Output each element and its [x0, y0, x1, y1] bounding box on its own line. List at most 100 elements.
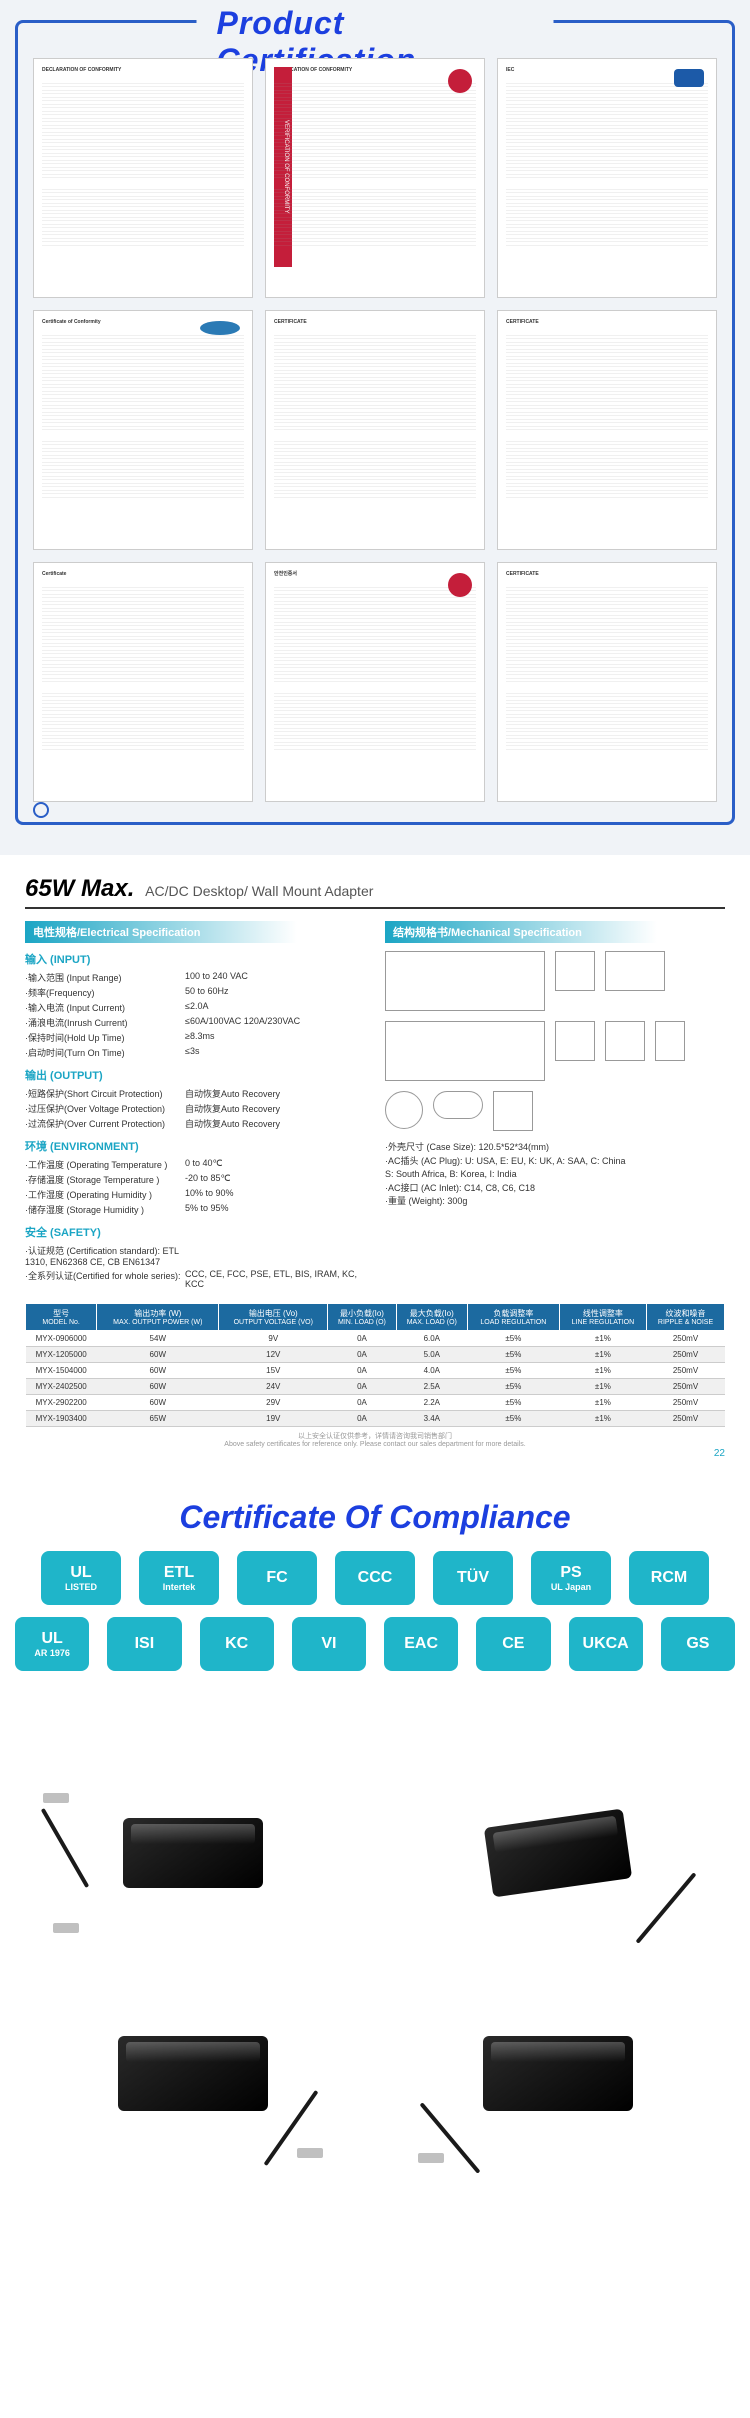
plug-diagram-1 [655, 1021, 685, 1061]
spec-group-title: 输出 (OUTPUT) [25, 1067, 365, 1083]
table-cell: 2.2A [396, 1395, 467, 1411]
table-cell: ±1% [559, 1363, 646, 1379]
table-cell: MYX-2902200 [26, 1395, 97, 1411]
inlet-diagram-3 [605, 1021, 645, 1061]
table-header: 型号MODEL No. [26, 1304, 97, 1331]
spec-row: ·短路保护(Short Circuit Protection)自动恢复Auto … [25, 1087, 365, 1100]
spec-title-sub: AC/DC Desktop/ Wall Mount Adapter [145, 883, 373, 899]
table-header: 输出功率 (W)MAX. OUTPUT POWER (W) [97, 1304, 219, 1331]
cert-doc: CERTIFICATE [497, 562, 717, 802]
table-row: MYX-190340065W19V0A3.4A±5%±1%250mV [26, 1411, 725, 1427]
spec-row: ·认证规范 (Certification standard): ETL 1310… [25, 1244, 365, 1267]
compliance-badge: VI [292, 1617, 366, 1671]
compliance-badge: ISI [107, 1617, 181, 1671]
spec-title-main: 65W Max. [25, 875, 134, 902]
table-cell: 0A [328, 1347, 396, 1363]
spec-col-left: 电性规格/Electrical Specification 输入 (INPUT)… [25, 921, 365, 1291]
table-row: MYX-290220060W29V0A2.2A±5%±1%250mV [26, 1395, 725, 1411]
cert-doc: Certificate of Conformity [33, 310, 253, 550]
table-cell: ±5% [467, 1395, 559, 1411]
spec-groups: 输入 (INPUT)·输入范围 (Input Range)100 to 240 … [25, 951, 365, 1289]
spec-row: ·频率(Frequency)50 to 60Hz [25, 986, 365, 999]
table-cell: ±1% [559, 1411, 646, 1427]
table-cell: 250mV [647, 1347, 725, 1363]
table-cell: ±5% [467, 1347, 559, 1363]
table-cell: 60W [97, 1363, 219, 1379]
table-cell: 250mV [647, 1411, 725, 1427]
table-cell: MYX-1205000 [26, 1347, 97, 1363]
table-cell: 250mV [647, 1363, 725, 1379]
table-cell: 0A [328, 1331, 396, 1347]
case-bottom-diagram [385, 1021, 545, 1081]
table-cell: 3.4A [396, 1411, 467, 1427]
table-cell: 60W [97, 1347, 219, 1363]
cert-doc: IEC [497, 58, 717, 298]
mech-heading: 结构规格书/Mechanical Specification [385, 921, 725, 943]
plug-diagram-4 [493, 1091, 533, 1131]
mech-list-item: ·重量 (Weight): 300g [385, 1195, 725, 1209]
cert-doc: CERTIFICATE [497, 310, 717, 550]
spec-table: 型号MODEL No.输出功率 (W)MAX. OUTPUT POWER (W)… [25, 1303, 725, 1427]
table-cell: ±5% [467, 1331, 559, 1347]
compliance-badge: ULAR 1976 [15, 1617, 89, 1671]
case-side-diagram [605, 951, 665, 991]
mech-list-item: ·AC接口 (AC Inlet): C14, C8, C6, C18 [385, 1182, 725, 1196]
badge-row-2: ULAR 1976ISIKCVIEACCEUKCAGS [15, 1617, 735, 1671]
table-cell: 54W [97, 1331, 219, 1347]
compliance-badge: FC [237, 1551, 317, 1605]
table-row: MYX-090600054W9V0A6.0A±5%±1%250mV [26, 1331, 725, 1347]
table-cell: ±5% [467, 1411, 559, 1427]
spec-row: ·涌浪电流(Inrush Current)≤60A/100VAC 120A/23… [25, 1016, 365, 1029]
table-cell: MYX-0906000 [26, 1331, 97, 1347]
table-cell: 15V [219, 1363, 328, 1379]
table-row: MYX-150400060W15V0A4.0A±5%±1%250mV [26, 1363, 725, 1379]
cert-doc: CERTIFICATE [265, 310, 485, 550]
spec-row: ·过流保护(Over Current Protection)自动恢复Auto R… [25, 1117, 365, 1130]
table-cell: 60W [97, 1395, 219, 1411]
table-cell: 65W [97, 1411, 219, 1427]
compliance-badge: UKCA [569, 1617, 643, 1671]
page-number: 22 [25, 1448, 725, 1459]
inlet-diagram-2 [555, 1021, 595, 1061]
compliance-badge: ETLIntertek [139, 1551, 219, 1605]
table-cell: 12V [219, 1347, 328, 1363]
spec-footer: 以上安全认证仅供参考，详情请咨询我司销售部门 Above safety cert… [25, 1431, 725, 1448]
mech-list-item: S: South Africa, B: Korea, I: India [385, 1168, 725, 1182]
spec-group-title: 安全 (SAFETY) [25, 1224, 365, 1240]
table-cell: MYX-1504000 [26, 1363, 97, 1379]
table-cell: 29V [219, 1395, 328, 1411]
case-top-diagram [385, 951, 545, 1011]
spec-row: ·工作温度 (Operating Temperature )0 to 40℃ [25, 1158, 365, 1171]
mech-list: ·外壳尺寸 (Case Size): 120.5*52*34(mm)·AC插头 … [385, 1141, 725, 1209]
cert-doc: VERIFICATION OF CONFORMITYVERIFICATION O… [265, 58, 485, 298]
cert-grid: DECLARATION OF CONFORMITYVERIFICATION OF… [33, 58, 717, 802]
spec-row: ·存储温度 (Storage Temperature )-20 to 85℃ [25, 1173, 365, 1186]
table-header: 最小负载(Io)MIN. LOAD (O) [328, 1304, 396, 1331]
table-cell: 0A [328, 1411, 396, 1427]
compliance-badge: ULLISTED [41, 1551, 121, 1605]
compliance-title: Certificate Of Compliance [15, 1499, 735, 1536]
adapter-photo-2 [398, 1753, 718, 1953]
table-cell: 6.0A [396, 1331, 467, 1347]
compliance-badge: CCC [335, 1551, 415, 1605]
table-cell: ±1% [559, 1395, 646, 1411]
table-header: 负载调整率LOAD REGULATION [467, 1304, 559, 1331]
spec-row: ·过压保护(Over Voltage Protection)自动恢复Auto R… [25, 1102, 365, 1115]
table-row: MYX-240250060W24V0A2.5A±5%±1%250mV [26, 1379, 725, 1395]
spec-col-right: 结构规格书/Mechanical Specification ·外壳尺寸 (Ca… [385, 921, 725, 1291]
adapter-photo-4 [398, 1973, 718, 2173]
mech-list-item: ·外壳尺寸 (Case Size): 120.5*52*34(mm) [385, 1141, 725, 1155]
spec-group-title: 环境 (ENVIRONMENT) [25, 1138, 365, 1154]
photo-row-1 [20, 1753, 730, 1953]
spec-section: 65W Max. AC/DC Desktop/ Wall Mount Adapt… [0, 855, 750, 1479]
table-cell: 2.5A [396, 1379, 467, 1395]
product-certification-section: Product Certification DECLARATION OF CON… [0, 0, 750, 855]
plug-diagram-3 [433, 1091, 483, 1119]
table-cell: ±5% [467, 1363, 559, 1379]
table-cell: 19V [219, 1411, 328, 1427]
table-cell: 4.0A [396, 1363, 467, 1379]
spec-row: ·输入电流 (Input Current)≤2.0A [25, 1001, 365, 1014]
adapter-photo-3 [33, 1973, 353, 2173]
table-cell: 250mV [647, 1379, 725, 1395]
spec-group-title: 输入 (INPUT) [25, 951, 365, 967]
